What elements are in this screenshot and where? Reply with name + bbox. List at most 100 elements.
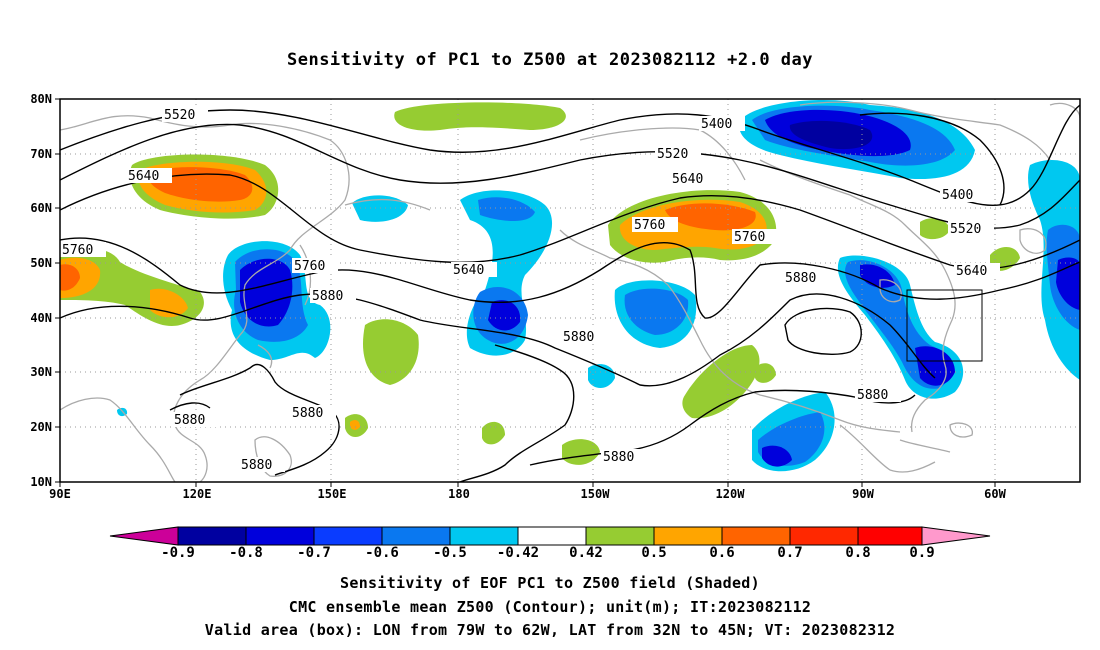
map-frame <box>59 98 1081 483</box>
contour-label: 5880 <box>241 458 272 473</box>
contour-label: 5880 <box>857 388 888 403</box>
lat-label-10n: 10N <box>30 475 52 489</box>
colorbar-label: 0.5 <box>641 545 667 561</box>
colorbar-segment <box>857 526 923 546</box>
neg-region-aleutian <box>352 195 408 222</box>
valid-area-box <box>906 289 983 362</box>
colorbar <box>109 526 991 546</box>
contour-label: 5400 <box>942 188 973 203</box>
contour-label: 5880 <box>603 450 634 465</box>
colorbar-label: -0.9 <box>161 545 195 561</box>
lat-label-80n: 80N <box>30 92 52 106</box>
contour-label: 5880 <box>312 289 343 304</box>
neg-region-dateline-core <box>488 300 521 331</box>
lat-label-50n: 50N <box>30 256 52 270</box>
contour-label: 5760 <box>634 218 665 233</box>
coastlines <box>60 101 1080 482</box>
lat-label-30n: 30N <box>30 365 52 379</box>
lat-label-70n: 70N <box>30 147 52 161</box>
pos-region-pacific-core <box>665 203 756 231</box>
pos-region-north <box>394 102 566 131</box>
contour-label: 5400 <box>701 117 732 132</box>
colorbar-label: -0.5 <box>433 545 467 561</box>
colorbar-segment <box>313 526 383 546</box>
contour-label: 5520 <box>164 108 195 123</box>
contour-5640 <box>60 173 1080 270</box>
lon-label-90e: 90E <box>49 487 71 501</box>
colorbar-segment <box>789 526 859 546</box>
pos-region-small-3 <box>562 439 600 465</box>
contour-5880-pacific <box>459 344 575 482</box>
neg-region-east-edge-core <box>1056 257 1080 310</box>
colorbar-label: -0.42 <box>496 545 540 561</box>
colorbar-label: -0.7 <box>297 545 331 561</box>
axis-ticks <box>55 98 996 487</box>
colorbar-segment <box>721 526 791 546</box>
footer-line-3: Valid area (box): LON from 79W to 62W, L… <box>204 621 896 639</box>
colorbar-segment <box>177 526 247 546</box>
colorbar-segment <box>449 526 519 546</box>
contour-label: 5760 <box>734 230 765 245</box>
colorbar-label: 0.8 <box>845 545 871 561</box>
colorbar-label: 0.7 <box>777 545 803 561</box>
lon-label-120w: 120W <box>715 487 745 501</box>
lat-label-20n: 20N <box>30 420 52 434</box>
sensitivity-shading <box>60 100 1080 472</box>
pos-region-west-asia-inner <box>60 257 188 318</box>
neg-region-pacific-mid-inner <box>624 288 689 335</box>
pos-region-mid <box>362 319 419 385</box>
pos-region-west-asia-core <box>60 264 80 291</box>
contour-label: 5880 <box>292 406 323 421</box>
neg-region-atlantic-core <box>860 264 955 386</box>
map-area: 5520 5640 5760 5760 5880 5880 5880 5880 … <box>60 99 1080 482</box>
neg-region-arctic-deep <box>789 120 873 150</box>
contour-label: 5640 <box>128 169 159 184</box>
contour-label: 5640 <box>453 263 484 278</box>
colorbar-segment <box>653 526 723 546</box>
colorbar-label: -0.6 <box>365 545 399 561</box>
contour-label: 5760 <box>62 243 93 258</box>
contour-5880 <box>60 293 936 387</box>
contour-5880-sub <box>169 402 211 411</box>
neg-region-dateline-inner <box>473 197 535 344</box>
contour-label: 5880 <box>785 271 816 286</box>
contour-5880-trough <box>179 363 340 476</box>
contour-5520-arctic <box>859 112 1005 206</box>
contour-label: 5640 <box>956 264 987 279</box>
contour-label: 5520 <box>657 147 688 162</box>
colorbar-label: 0.42 <box>569 545 603 561</box>
contour-5400 <box>60 104 1080 206</box>
colorbar-label: 0.6 <box>709 545 735 561</box>
contour-5760 <box>60 237 1080 319</box>
contour-5880-high <box>784 307 862 355</box>
contour-label: 5640 <box>672 172 703 187</box>
colorbar-label: 0.9 <box>909 545 935 561</box>
grid-lines <box>60 99 1080 482</box>
colorbar-segment <box>381 526 451 546</box>
colorbar-segment <box>517 526 587 546</box>
footer-line-1: Sensitivity of EOF PC1 to Z500 field (Sh… <box>340 574 760 592</box>
lon-label-150w: 150W <box>580 487 610 501</box>
lon-label-150e: 150E <box>317 487 347 501</box>
colorbar-end-left <box>109 526 179 546</box>
contour-label: 5880 <box>174 413 205 428</box>
lon-label-180: 180 <box>448 487 470 501</box>
pos-region-small-2 <box>482 421 505 445</box>
pos-region-small-1-inner <box>350 419 360 430</box>
colorbar-end-right <box>921 526 991 546</box>
contour-label: 5760 <box>294 259 325 274</box>
colorbar-segment <box>245 526 315 546</box>
lon-label-120e: 120E <box>182 487 212 501</box>
map-title: Sensitivity of PC1 to Z500 at 2023082112… <box>286 50 813 70</box>
contour-label: 5880 <box>563 330 594 345</box>
pos-region-small-4 <box>755 363 776 383</box>
footer-line-2: CMC ensemble mean Z500 (Contour); unit(m… <box>288 598 812 616</box>
lon-label-60w: 60W <box>984 487 1006 501</box>
contour-label: 5520 <box>950 222 981 237</box>
pos-region-newfoundland <box>920 218 950 240</box>
neg-region-caribbean-core <box>762 445 792 467</box>
colorbar-segment <box>585 526 655 546</box>
lat-label-60n: 60N <box>30 201 52 215</box>
lat-label-40n: 40N <box>30 311 52 325</box>
